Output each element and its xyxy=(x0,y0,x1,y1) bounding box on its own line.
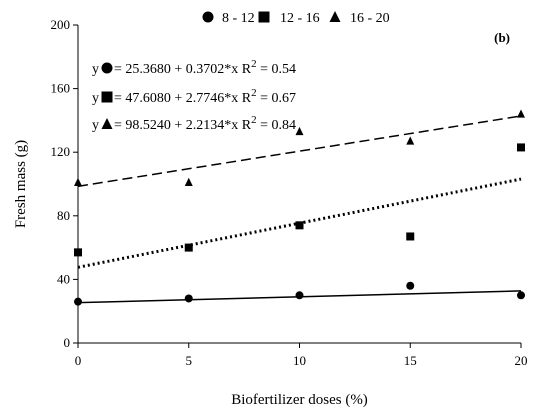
y-tick-label-0: 0 xyxy=(64,335,71,350)
legend-label-triangle: 16 - 20 xyxy=(350,11,390,26)
point-circle-0 xyxy=(74,297,82,306)
point-square-4 xyxy=(517,143,525,152)
point-triangle-4 xyxy=(517,109,525,118)
equation-marker-square xyxy=(101,91,113,103)
equation-text-square: = 47.6080 + 2.7746*x R2 = 0.67 xyxy=(114,87,296,106)
equation-marker-circle xyxy=(101,62,113,74)
equation-lhs-triangle: y xyxy=(92,118,99,133)
plot-area: 0 40 80 120 160 200 0 5 10 15 20 Biofertilizer dose… xyxy=(13,11,528,408)
x-tick-label-3: 15 xyxy=(404,353,417,368)
point-triangle-2 xyxy=(295,126,304,136)
x-tick-label-1: 5 xyxy=(186,353,193,368)
point-circle-3 xyxy=(406,281,415,290)
x-axis-label: Biofertilizer doses (%) xyxy=(231,392,368,408)
y-tick-label-2: 80 xyxy=(57,208,70,223)
y-axis-label: Fresh mass (g) xyxy=(13,140,29,228)
legend-label-circle: 8 - 12 xyxy=(222,11,255,26)
point-triangle-1 xyxy=(184,177,193,187)
point-square-0 xyxy=(74,248,82,257)
x-tick-label-2: 10 xyxy=(293,353,306,368)
legend-marker-circle xyxy=(202,11,214,23)
point-square-3 xyxy=(406,232,415,241)
equation-marker-triangle xyxy=(101,118,113,129)
equation-lhs-circle: y xyxy=(92,62,99,77)
point-square-2 xyxy=(295,221,304,230)
equation-lhs-square: y xyxy=(92,91,99,106)
x-tick-label-4: 20 xyxy=(515,353,528,368)
y-tick-label-1: 40 xyxy=(57,271,70,286)
point-circle-1 xyxy=(184,294,193,303)
x-tick-label-0: 0 xyxy=(75,353,82,368)
point-square-1 xyxy=(184,243,193,252)
legend-marker-triangle xyxy=(329,11,341,22)
point-triangle-3 xyxy=(406,136,415,145)
point-circle-2 xyxy=(295,291,304,300)
legend-marker-square xyxy=(258,11,270,23)
equation-text-circle: = 25.3680 + 0.3702*x R2 = 0.54 xyxy=(114,58,296,77)
equation-text-triangle: = 98.5240 + 2.2134*x R2 = 0.84 xyxy=(114,114,296,133)
panel-label: (b) xyxy=(494,30,510,45)
point-circle-4 xyxy=(517,291,525,300)
y-tick-label-3: 120 xyxy=(51,144,71,159)
y-tick-label-4: 160 xyxy=(51,81,71,96)
y-tick-label-5: 200 xyxy=(51,17,71,32)
point-triangle-0 xyxy=(74,177,82,187)
legend-label-square: 12 - 16 xyxy=(280,11,320,26)
